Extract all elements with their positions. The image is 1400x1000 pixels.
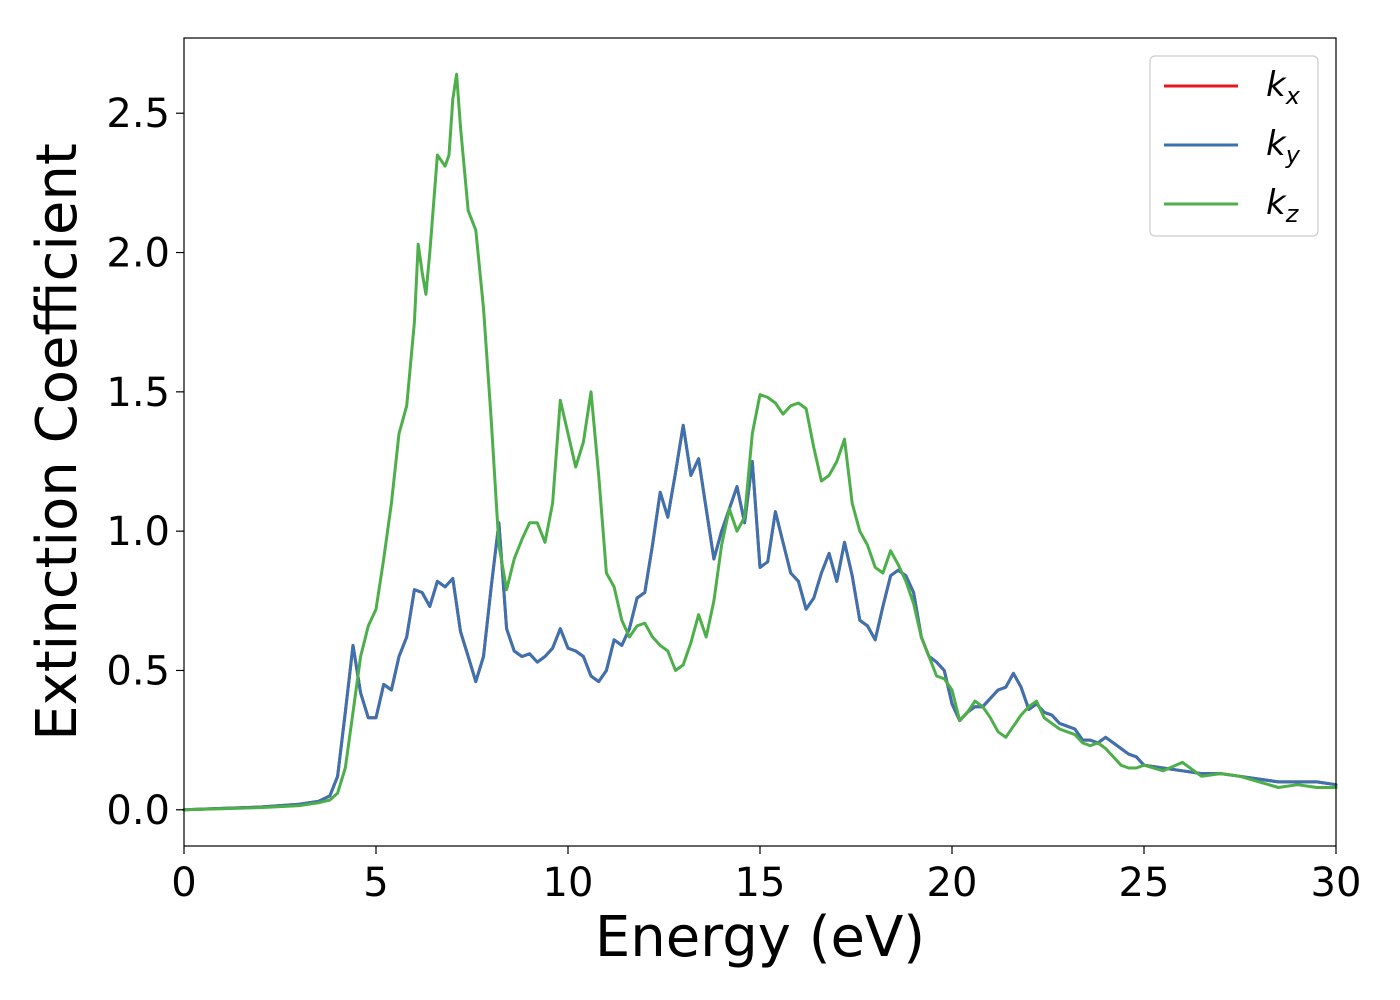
x-tick-label: 20 (927, 860, 978, 906)
x-tick-label: 0 (171, 860, 196, 906)
y-tick-label: 0.0 (106, 788, 170, 834)
y-tick-label: 0.5 (106, 648, 170, 694)
legend-label-subscript: y (1285, 141, 1301, 169)
legend-label-subscript: x (1285, 82, 1301, 110)
x-tick-label: 25 (1119, 860, 1170, 906)
y-tick-label: 1.0 (106, 509, 170, 555)
y-tick-label: 2.0 (106, 231, 170, 277)
x-tick-label: 30 (1311, 860, 1362, 906)
x-tick-label: 15 (735, 860, 786, 906)
x-tick-label: 5 (363, 860, 388, 906)
series-layer (182, 72, 1338, 812)
legend-label-base: k (1266, 124, 1287, 164)
x-axis: 0 5 10 15 20 25 30 (171, 846, 1361, 906)
legend-label-subscript: z (1285, 200, 1300, 228)
y-tick-label: 2.5 (106, 91, 170, 137)
legend-label-base: k (1266, 65, 1287, 105)
y-axis: 0.0 0.5 1.0 1.5 2.0 2.5 (106, 91, 184, 834)
y-axis-title: Extinction Coefficient (25, 143, 90, 741)
legend-label-z: kz (1266, 183, 1300, 228)
y-tick-label: 1.5 (106, 370, 170, 416)
series-line-z (182, 72, 1338, 812)
x-tick-label: 10 (543, 860, 594, 906)
x-axis-title: Energy (eV) (595, 905, 925, 970)
legend-label-x: kx (1266, 65, 1301, 110)
legend-label-base: k (1266, 183, 1287, 223)
series-line-y (182, 423, 1338, 812)
legend-label-y: ky (1266, 124, 1301, 169)
